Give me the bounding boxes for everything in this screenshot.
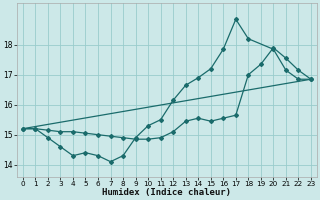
X-axis label: Humidex (Indice chaleur): Humidex (Indice chaleur) [102, 188, 231, 197]
